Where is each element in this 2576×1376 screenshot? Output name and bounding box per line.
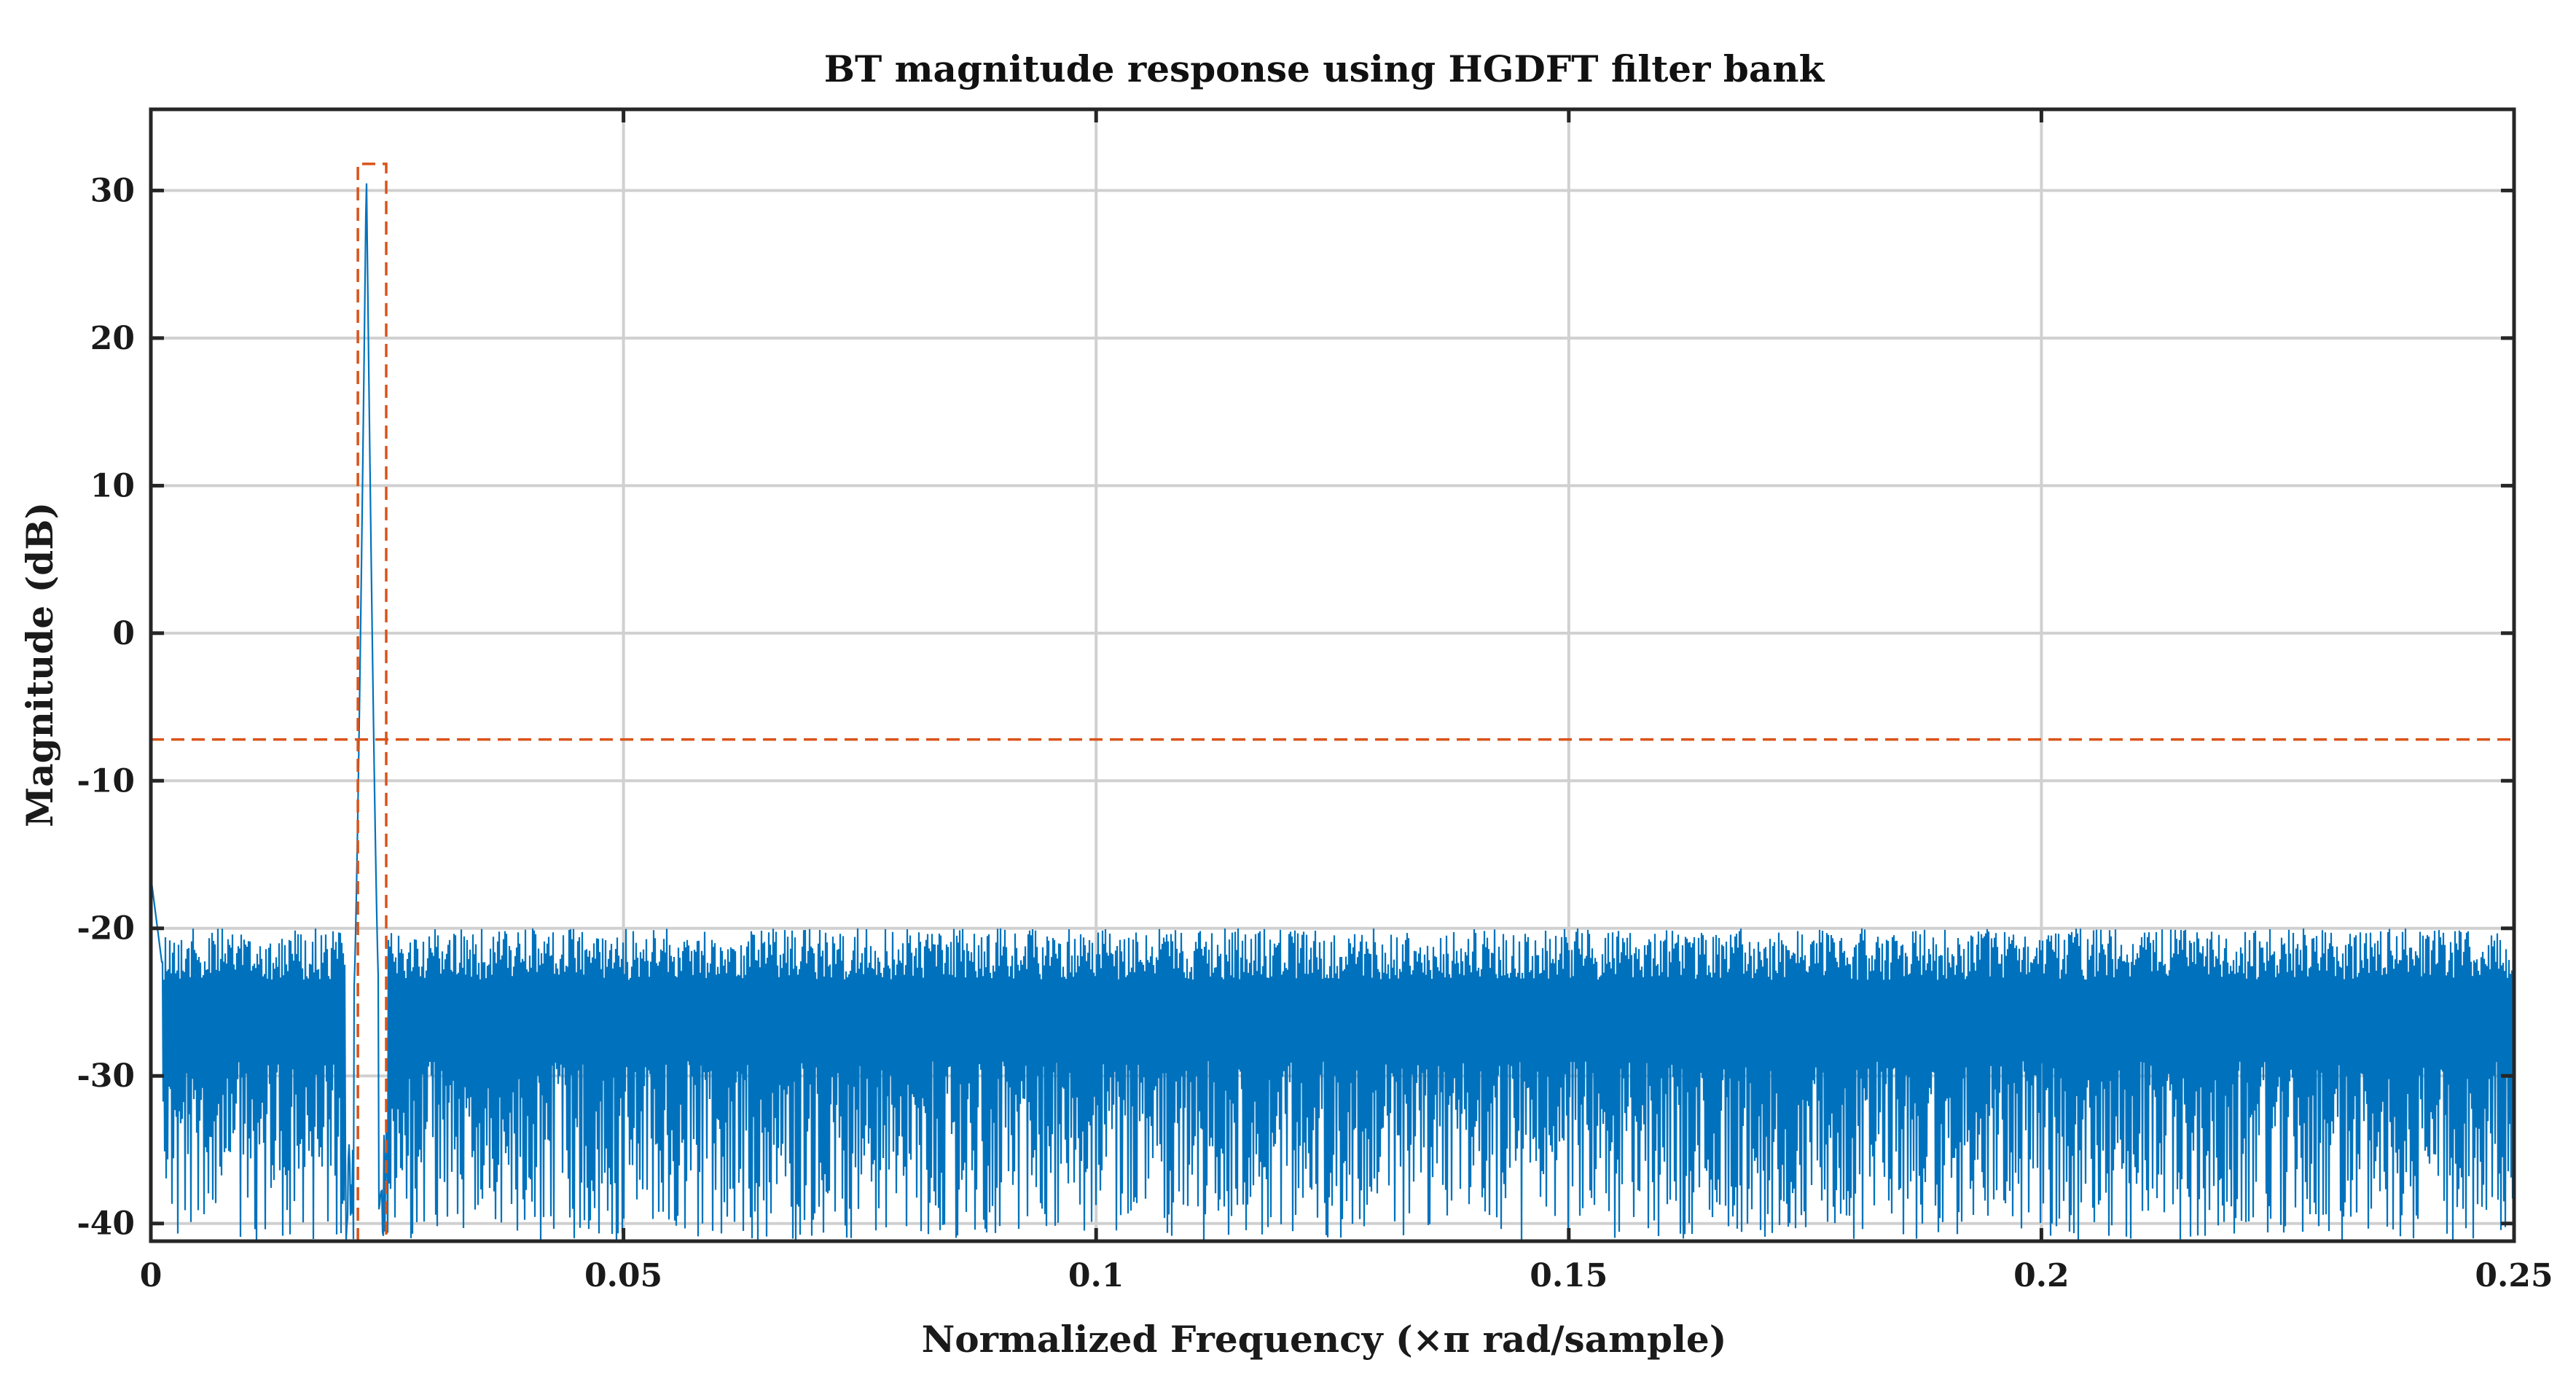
y-tick-label: -30: [77, 1058, 136, 1095]
y-tick-label: -40: [77, 1205, 136, 1243]
y-tick-label: 30: [90, 172, 135, 209]
spec-mask: [151, 163, 2514, 1241]
y-tick-label: -20: [77, 910, 136, 947]
mask-passband-line: [356, 163, 388, 1241]
plot-area: [149, 183, 2516, 1241]
x-tick-label: 0.05: [584, 1257, 662, 1294]
x-tick-label: 0: [140, 1257, 163, 1294]
y-tick-label: 20: [90, 320, 135, 357]
x-tick-label: 0.1: [1068, 1257, 1124, 1294]
y-tick-label: -10: [77, 762, 136, 800]
x-axis-label: Normalized Frequency (×π rad/sample): [922, 1318, 1727, 1361]
response-line: [149, 183, 2516, 1241]
y-tick-label: 10: [90, 467, 135, 504]
chart-title: BT magnitude response using HGDFT filter…: [824, 47, 1825, 90]
x-tick-label: 0.25: [2475, 1257, 2553, 1294]
x-tick-label: 0.2: [2013, 1257, 2070, 1294]
ticks: 0 0.05 0.1 0.15 0.2 0.25 30 20 10 0 -10 -20 -30 -40: [77, 109, 2553, 1294]
y-tick-label: 0: [112, 615, 135, 652]
x-tick-label: 0.15: [1530, 1257, 1608, 1294]
axes-box: [149, 107, 2516, 1243]
y-axis-label: Magnitude (dB): [18, 502, 61, 827]
